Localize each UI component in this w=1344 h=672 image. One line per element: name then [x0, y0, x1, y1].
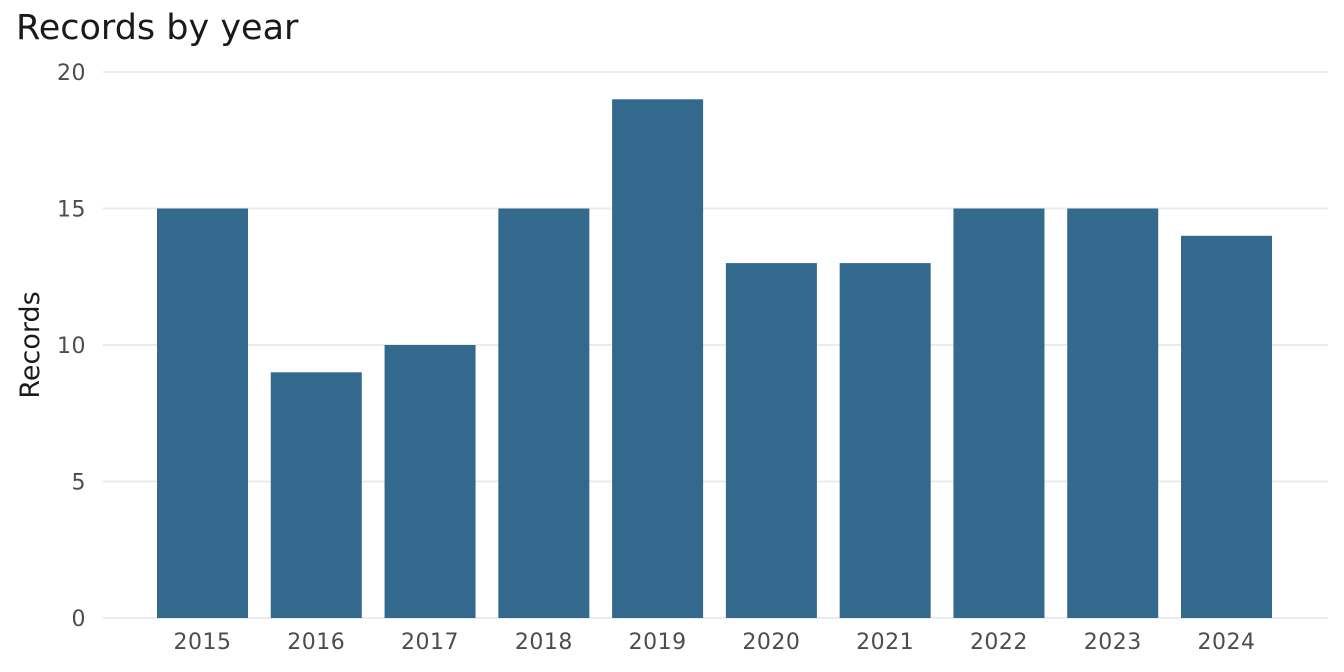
y-tick-label: 5 [72, 471, 87, 496]
chart-title: Records by year [16, 8, 299, 48]
x-tick-label: 2023 [1084, 630, 1142, 655]
bar-2023 [1067, 208, 1159, 618]
bar-2020 [725, 263, 817, 618]
bar-2018 [498, 208, 590, 618]
x-tick-label: 2022 [970, 630, 1028, 655]
x-tick-label: 2021 [856, 630, 914, 655]
bar-2021 [839, 263, 931, 618]
y-tick-label: 10 [57, 334, 86, 359]
x-tick-label: 2015 [174, 630, 232, 655]
x-tick-label: 2019 [629, 630, 687, 655]
y-tick-label: 0 [72, 607, 87, 632]
y-tick-label: 20 [57, 61, 86, 86]
x-tick-label: 2020 [742, 630, 800, 655]
bar-2017 [384, 345, 476, 618]
bars [157, 99, 1272, 619]
bar-2015 [157, 208, 248, 618]
x-tick-label: 2024 [1198, 630, 1256, 655]
y-axis-title: Records [15, 291, 46, 398]
y-tick-labels: 0 5 10 15 20 [57, 61, 86, 632]
x-tick-labels: 2015 2016 2017 2018 2019 2020 2021 2022 2023 2024 [174, 630, 1256, 655]
x-tick-label: 2018 [515, 630, 573, 655]
x-tick-label: 2016 [287, 630, 345, 655]
y-tick-label: 15 [57, 198, 86, 223]
x-tick-label: 2017 [401, 630, 459, 655]
bar-2016 [270, 372, 362, 618]
bar-2022 [953, 208, 1045, 618]
bar-2024 [1181, 235, 1272, 619]
bar-2019 [612, 99, 704, 619]
